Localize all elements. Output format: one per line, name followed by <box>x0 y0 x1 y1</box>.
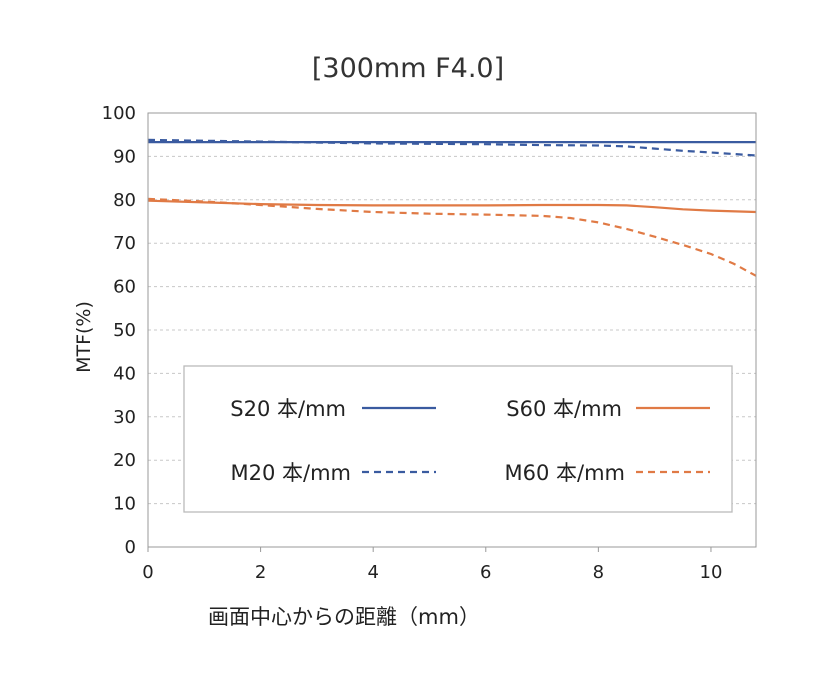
series-line-2 <box>147 199 757 214</box>
y-tick-label: 100 <box>102 103 136 124</box>
y-tick-label: 30 <box>113 407 136 428</box>
x-tick-label: 8 <box>593 562 604 583</box>
y-tick-label: 70 <box>113 233 136 254</box>
y-tick-label: 40 <box>113 363 136 384</box>
legend-box <box>183 365 733 513</box>
legend: S20 本/mm M20 本/mm S60 本/mm M60 本/mm <box>183 365 733 513</box>
y-tick-label: 90 <box>113 146 136 167</box>
series-lines <box>147 138 757 277</box>
y-axis-label: MTF(%) <box>73 301 95 373</box>
y-tick-label: 80 <box>113 190 136 211</box>
legend-label-1: M20 本/mm <box>230 461 351 485</box>
plot-frame <box>147 112 757 548</box>
chart-title: [300mm F4.0] <box>312 53 504 84</box>
y-tick-label: 60 <box>113 277 136 298</box>
y-tick-label: 0 <box>125 537 136 558</box>
x-tick-label: 10 <box>700 562 723 583</box>
series-line-1 <box>147 138 757 157</box>
x-tick-label: 2 <box>255 562 266 583</box>
axis-ticks: 0 10 20 30 40 50 60 70 80 90 100 0 2 4 6 8 10 <box>102 103 723 583</box>
x-tick-label: 6 <box>480 562 491 583</box>
x-axis-label: 画面中心からの距離（mm） <box>208 605 480 629</box>
legend-label-2: S60 本/mm <box>506 397 622 421</box>
x-tick-label: 4 <box>367 562 378 583</box>
y-tick-label: 20 <box>113 450 136 471</box>
legend-label-0: S20 本/mm <box>230 397 346 421</box>
y-tick-label: 10 <box>113 494 136 515</box>
y-tick-label: 50 <box>113 320 136 341</box>
legend-label-3: M60 本/mm <box>504 461 625 485</box>
series-line-3 <box>147 197 757 277</box>
x-tick-label: 0 <box>142 562 153 583</box>
